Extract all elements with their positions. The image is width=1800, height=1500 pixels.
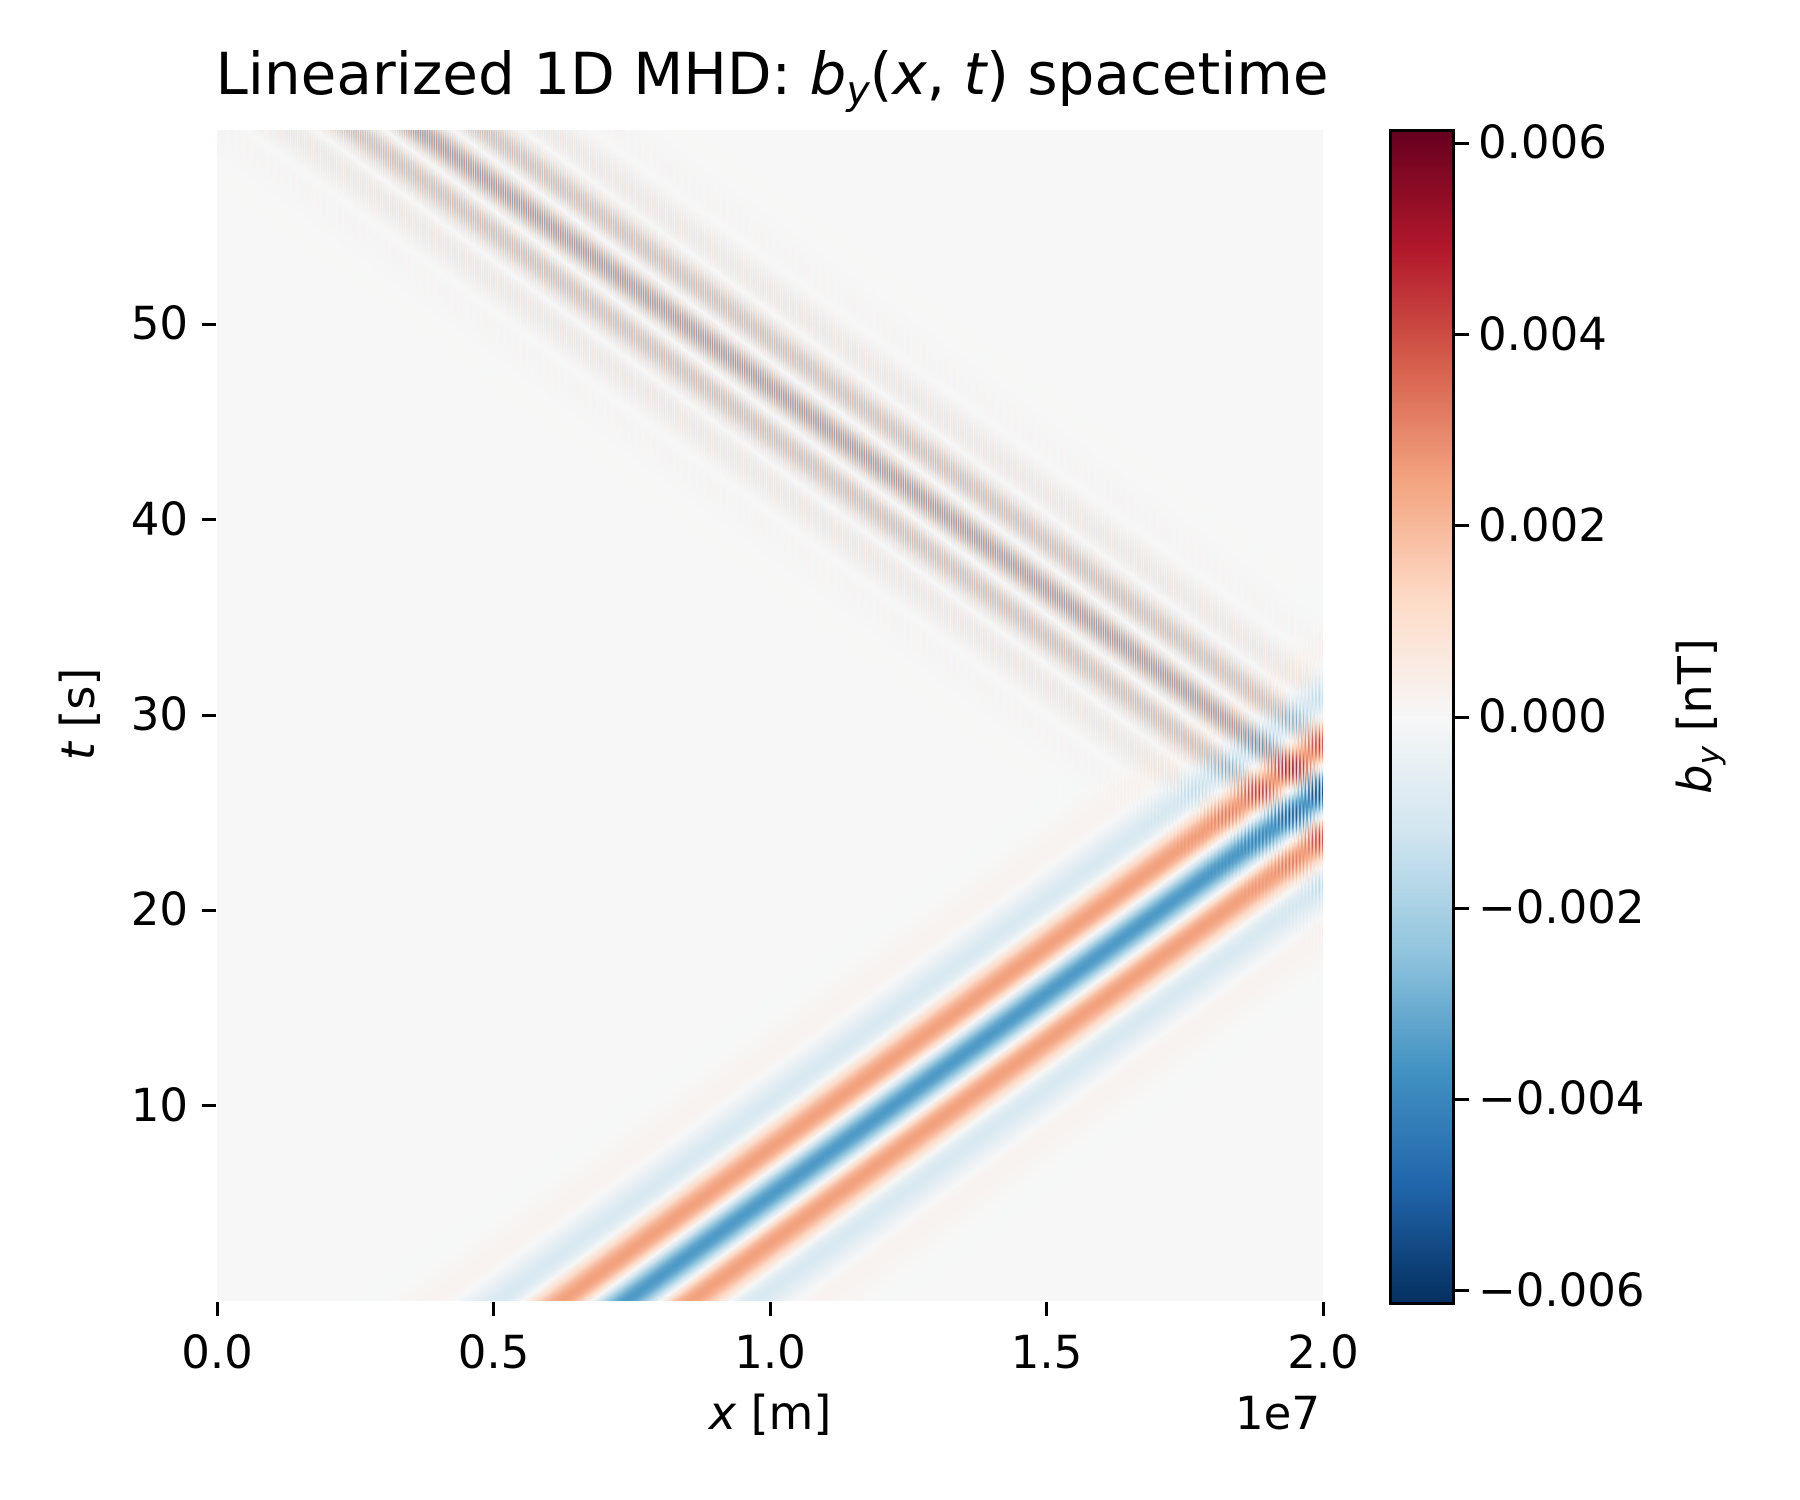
label-segment: y: [846, 67, 870, 114]
colorbar-label: by [nT]: [1668, 638, 1727, 794]
label-segment: ) spacetime: [986, 40, 1329, 108]
y-tick-label: 40: [130, 492, 188, 546]
label-segment: Linearized 1D MHD:: [215, 40, 810, 108]
label-segment: ,: [926, 40, 964, 108]
tick-mark: [202, 713, 216, 717]
y-tick-label: 10: [130, 1078, 188, 1132]
colorbar-gradient: [1392, 132, 1452, 1302]
colorbar-tick-label: 0.000: [1478, 690, 1607, 743]
y-tick-label: 20: [130, 883, 188, 937]
tick-mark: [1045, 1302, 1048, 1316]
label-segment: x: [892, 40, 927, 108]
tick-mark: [1455, 1097, 1469, 1101]
x-tick-label: 1.5: [1010, 1326, 1083, 1379]
label-segment: x: [708, 1386, 736, 1440]
tick-mark: [202, 518, 216, 522]
heatmap-canvas: [217, 130, 1323, 1301]
x-tick-label: 0.5: [457, 1326, 530, 1379]
x-tick-label: 0.0: [181, 1326, 253, 1379]
tick-mark: [215, 1302, 219, 1316]
label-segment: b: [809, 40, 847, 108]
colorbar-tick-label: 0.002: [1478, 498, 1607, 552]
y-tick-label: 30: [130, 688, 188, 741]
label-segment: t: [963, 40, 987, 108]
colorbar-tick-label: 0.006: [1478, 116, 1607, 170]
y-tick-label: 50: [130, 297, 188, 351]
tick-mark: [1455, 333, 1469, 337]
tick-mark: [1455, 715, 1469, 719]
chart-title: Linearized 1D MHD: by(x, t) spacetime: [215, 40, 1329, 114]
colorbar: [1389, 129, 1455, 1305]
y-axis-label: t [s]: [51, 668, 105, 761]
label-segment: t: [51, 742, 105, 761]
tick-mark: [1455, 141, 1469, 145]
tick-mark: [202, 322, 216, 326]
label-segment: [m]: [735, 1386, 832, 1440]
x-tick-label: 1.0: [734, 1326, 806, 1379]
colorbar-tick-label: −0.002: [1478, 881, 1645, 935]
label-segment: [nT]: [1668, 638, 1722, 747]
tick-mark: [202, 1104, 216, 1108]
tick-mark: [492, 1302, 495, 1316]
x-axis-label: x [m]: [709, 1386, 832, 1440]
tick-mark: [1321, 1302, 1325, 1316]
tick-mark: [1455, 1289, 1469, 1293]
colorbar-tick-label: −0.006: [1478, 1263, 1645, 1317]
tick-mark: [768, 1302, 772, 1316]
label-segment: y: [1690, 746, 1727, 765]
tick-mark: [1455, 906, 1469, 910]
x-axis-offset-text: 1e7: [1235, 1387, 1320, 1440]
tick-mark: [202, 908, 216, 912]
x-tick-label: 2.0: [1287, 1326, 1359, 1379]
label-segment: b: [1668, 764, 1722, 794]
colorbar-tick-label: 0.004: [1478, 307, 1607, 361]
tick-mark: [1455, 524, 1469, 528]
label-segment: (: [869, 40, 893, 108]
label-segment: [s]: [51, 667, 105, 743]
colorbar-tick-label: −0.004: [1478, 1072, 1645, 1126]
